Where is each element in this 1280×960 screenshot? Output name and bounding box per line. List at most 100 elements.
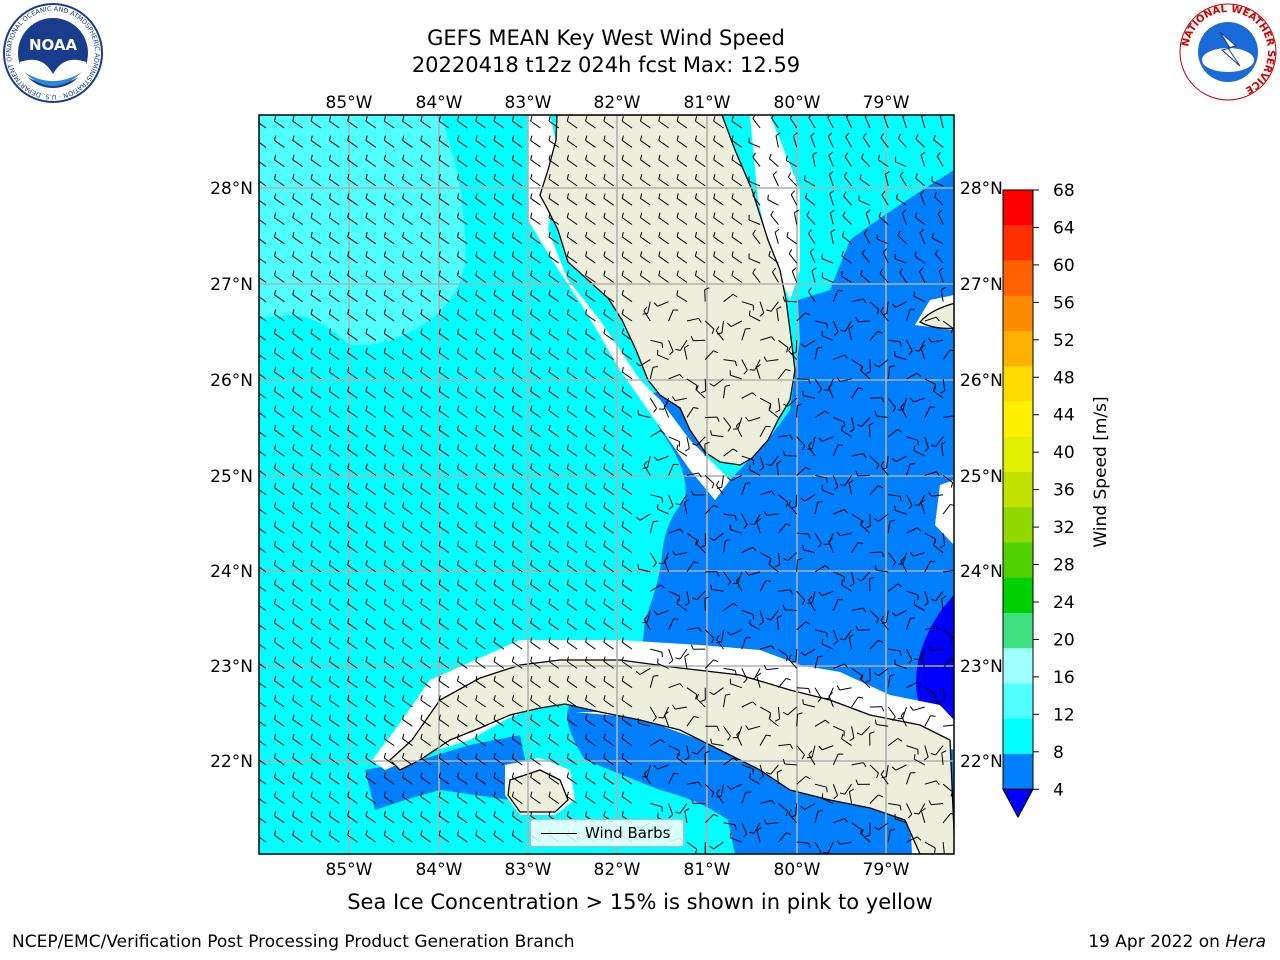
wind-barb xyxy=(347,579,358,592)
wind-barb xyxy=(785,155,797,168)
wind-barb xyxy=(766,301,779,312)
wind-barb xyxy=(493,791,505,804)
wind-barb xyxy=(650,430,665,438)
wind-barb xyxy=(776,460,782,476)
wind-barb xyxy=(664,711,670,727)
wind-barb xyxy=(566,617,578,631)
wind-barb xyxy=(906,436,919,446)
wind-barb xyxy=(585,753,596,766)
wind-barb xyxy=(530,116,541,129)
wind-barb xyxy=(841,251,852,264)
wind-barb xyxy=(347,502,358,515)
wind-barb xyxy=(456,733,468,747)
wind-barb xyxy=(802,544,816,554)
wind-barb xyxy=(621,637,633,650)
wind-barb xyxy=(778,803,789,817)
wind-barb xyxy=(709,532,724,541)
wind-barb xyxy=(876,234,889,245)
wind-barb xyxy=(347,116,358,129)
wind-barb xyxy=(402,405,413,418)
wind-barb xyxy=(383,637,395,650)
wind-barb xyxy=(858,195,871,206)
wind-barb xyxy=(383,386,395,399)
colorbar-tick-label: 68 xyxy=(1053,181,1075,201)
wind-barb xyxy=(383,347,395,361)
wind-barb xyxy=(259,836,267,843)
wind-barb xyxy=(887,397,897,413)
wind-barb xyxy=(639,193,651,206)
wind-barb xyxy=(511,367,523,380)
wind-barb xyxy=(273,753,285,766)
wind-barb xyxy=(942,349,954,360)
wind-barb xyxy=(937,209,944,225)
wind-barb xyxy=(658,135,669,148)
wind-barb xyxy=(438,116,450,129)
wind-barb xyxy=(456,521,468,534)
wind-barb xyxy=(365,347,377,361)
wind-barb xyxy=(493,521,505,534)
wind-barb xyxy=(914,212,926,225)
wind-barb xyxy=(668,745,680,756)
wind-barb xyxy=(821,253,834,264)
wind-barb xyxy=(511,116,523,129)
lon-label-bottom: 82°W xyxy=(594,860,641,880)
wind-barb xyxy=(869,551,885,557)
wind-barb xyxy=(438,830,450,843)
wind-barb xyxy=(653,764,669,770)
wind-barb xyxy=(420,753,431,766)
wind-barb xyxy=(672,396,688,402)
wind-barb xyxy=(723,384,731,399)
wind-barb xyxy=(704,475,715,489)
wind-barb xyxy=(475,830,486,843)
wind-barb xyxy=(675,340,688,351)
wind-barb xyxy=(603,637,614,650)
wind-barb xyxy=(383,579,395,592)
wind-barb xyxy=(603,328,614,341)
wind-barb xyxy=(566,714,578,727)
wind-barb xyxy=(832,475,839,491)
wind-barb xyxy=(493,270,505,283)
wind-barb xyxy=(383,251,395,264)
wind-barb xyxy=(768,713,779,727)
wind-barb xyxy=(566,482,578,496)
wind-barb xyxy=(328,598,340,611)
wind-barb xyxy=(365,174,377,187)
wind-barb xyxy=(914,251,926,264)
wind-barb xyxy=(566,367,578,380)
wind-barb xyxy=(328,328,340,341)
wind-barb xyxy=(668,772,679,785)
wind-barb xyxy=(788,654,798,669)
wind-barb xyxy=(686,378,698,391)
wind-barb xyxy=(402,270,413,283)
wind-barb xyxy=(475,174,486,187)
wind-barb xyxy=(800,339,816,348)
wind-barb xyxy=(493,193,505,206)
wind-barb xyxy=(585,424,596,438)
wind-barb xyxy=(365,386,377,399)
wind-barb xyxy=(894,505,907,515)
wind-barb xyxy=(763,510,779,516)
wind-barb xyxy=(833,417,845,428)
wind-barb xyxy=(713,174,724,187)
wind-barb xyxy=(686,406,699,418)
wind-barb xyxy=(347,424,358,438)
wind-barb xyxy=(530,772,541,785)
wind-barb xyxy=(530,463,541,476)
wind-barb xyxy=(814,841,822,854)
wind-barb xyxy=(851,607,867,613)
wind-barb xyxy=(752,229,761,245)
wind-barb xyxy=(716,789,724,804)
wind-barb xyxy=(493,482,505,496)
wind-barb xyxy=(347,174,358,187)
wind-barb xyxy=(931,176,944,187)
wind-barb xyxy=(475,656,486,669)
wind-barb xyxy=(924,591,929,607)
wind-barb xyxy=(530,424,541,438)
wind-barb xyxy=(328,502,340,515)
wind-barb xyxy=(924,625,940,631)
wind-barb xyxy=(942,475,954,488)
lat-label-left: 22°N xyxy=(210,752,253,772)
colorbar-tick-label: 20 xyxy=(1053,630,1075,650)
wind-barb xyxy=(603,231,614,245)
wind-barb xyxy=(694,193,706,206)
